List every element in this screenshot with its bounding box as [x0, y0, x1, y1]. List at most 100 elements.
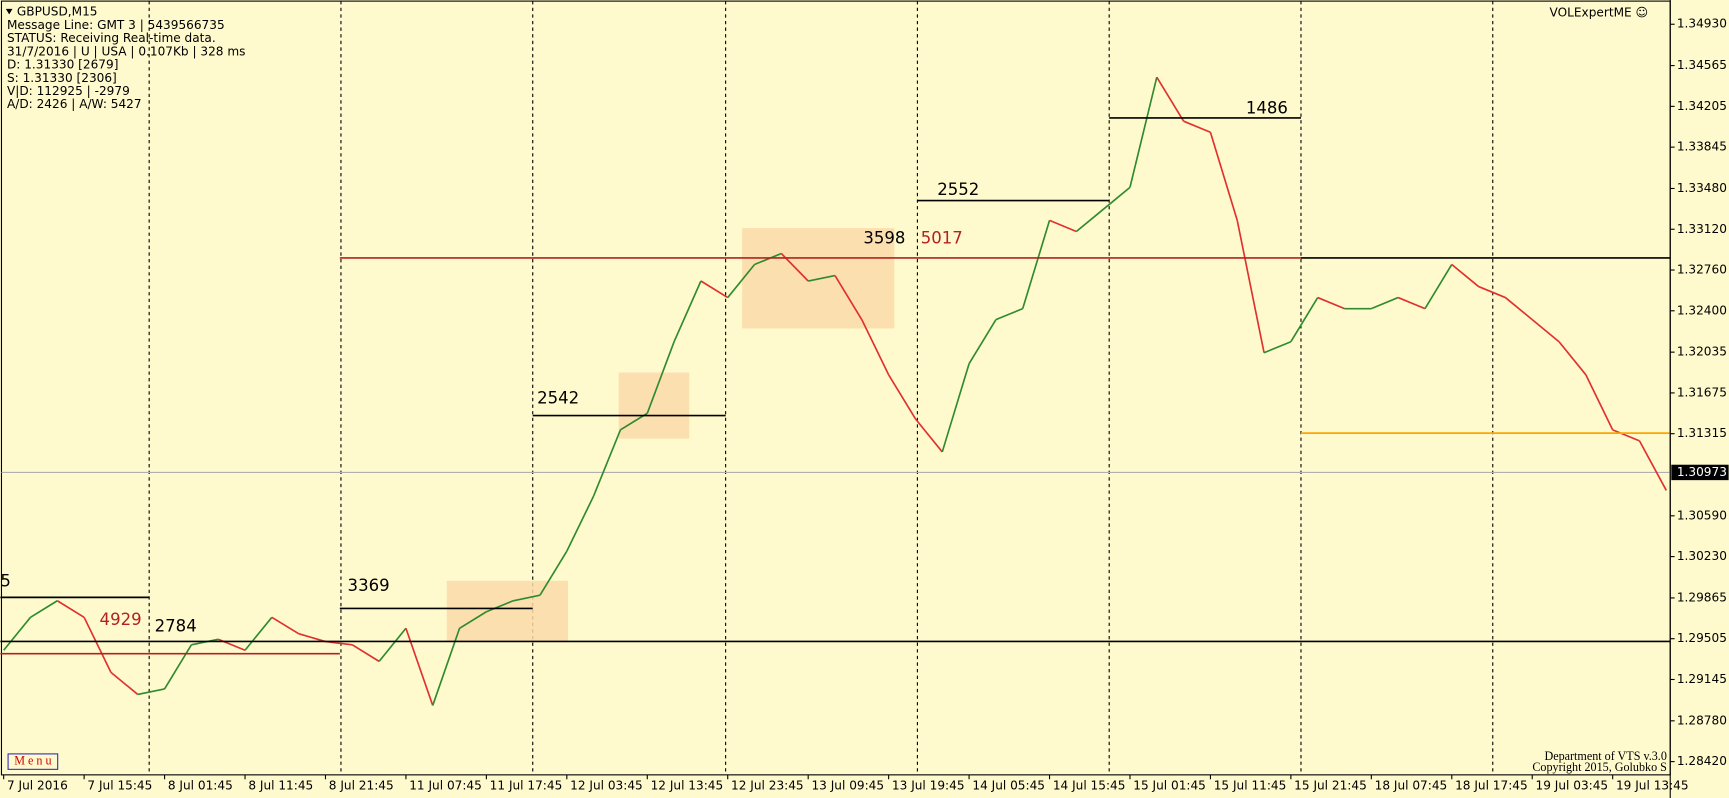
price-segment	[1504, 296, 1533, 321]
current-price-box	[1671, 464, 1729, 481]
price-segment	[914, 418, 943, 453]
y-tick-label: 1.29505	[1677, 631, 1727, 645]
info-line: V|D: 112925 | -2979	[7, 84, 130, 98]
price-segment	[1209, 132, 1239, 221]
price-segment	[1585, 374, 1614, 431]
price-segment	[887, 374, 917, 420]
price-segment	[1183, 120, 1211, 134]
price-segment	[941, 363, 970, 453]
current-price-label: 1.30973	[1677, 465, 1727, 479]
symbol-arrow	[5, 8, 13, 15]
x-tick-label: 11 Jul 17:45	[490, 778, 563, 792]
menu-button[interactable]: M e n u	[7, 753, 59, 770]
x-tick-label: 15 Jul 01:45	[1133, 778, 1206, 792]
price-segment	[1317, 296, 1345, 310]
info-line: S: 1.31330 [2306]	[7, 71, 117, 85]
menu-frame[interactable]	[7, 753, 59, 770]
x-tick-label: 12 Jul 03:45	[570, 778, 643, 792]
price-segment	[137, 688, 165, 696]
price-segment	[646, 341, 675, 414]
x-tick-label: 18 Jul 17:45	[1455, 778, 1528, 792]
price-segment	[486, 599, 514, 613]
y-tick-label: 1.28780	[1677, 713, 1727, 727]
zone-label: 3598	[863, 229, 905, 248]
x-tick-label: 13 Jul 19:45	[892, 778, 965, 792]
info-line: D: 1.31330 [2679]	[7, 58, 118, 72]
menu-label[interactable]: M e n u	[14, 753, 51, 767]
y-tick-label: 1.29865	[1677, 590, 1727, 604]
x-tick-label: 12 Jul 13:45	[651, 778, 724, 792]
x-tick-label: 19 Jul 03:45	[1536, 778, 1609, 792]
info-line: Message Line: GMT 3 | 5439566735	[7, 18, 225, 32]
x-tick-label: 8 Jul 11:45	[248, 778, 313, 792]
volume-zone	[446, 580, 569, 642]
level-label: 5017	[921, 229, 963, 248]
x-tick-label: 14 Jul 05:45	[972, 778, 1045, 792]
level-label: 2552	[937, 180, 979, 199]
footer-line: Department of VTS v.3.0	[1544, 749, 1666, 763]
info-line: A/D: 2426 | A/W: 5427	[7, 97, 142, 111]
y-tick-label: 1.31675	[1677, 385, 1727, 399]
x-tick-label: 11 Jul 07:45	[409, 778, 482, 792]
x-tick-label: 8 Jul 01:45	[168, 778, 233, 792]
price-segment	[351, 644, 380, 663]
y-tick-label: 1.34565	[1677, 58, 1727, 72]
price-segment	[1075, 208, 1104, 233]
price-segment	[539, 550, 568, 596]
y-tick-label: 1.28420	[1677, 754, 1727, 768]
level-label: 1486	[1246, 99, 1288, 118]
price-segment	[861, 319, 890, 376]
x-tick-label: 14 Jul 15:45	[1053, 778, 1126, 792]
level-label: 3369	[348, 576, 390, 595]
price-segment	[244, 616, 273, 651]
price-segment	[378, 627, 407, 662]
price-segment	[1638, 440, 1668, 491]
y-tick-label: 1.32400	[1677, 303, 1727, 317]
x-tick-label: 7 Jul 2016	[7, 778, 68, 792]
y-tick-label: 1.33120	[1677, 222, 1727, 236]
x-tick-label: 15 Jul 11:45	[1214, 778, 1287, 792]
price-segment	[1290, 297, 1319, 343]
y-tick-label: 1.33480	[1677, 181, 1727, 195]
price-segment	[1612, 429, 1640, 442]
price-segment	[754, 252, 782, 266]
y-tick-label: 1.34930	[1677, 17, 1727, 31]
price-segment	[271, 616, 300, 635]
price-segment	[1531, 318, 1560, 343]
info-line: STATUS: Receiving Real-time data.	[7, 31, 216, 45]
volume-zone	[618, 372, 690, 439]
level-label: 5	[0, 571, 11, 590]
price-segment	[298, 632, 326, 643]
price-segment	[513, 594, 541, 602]
price-segment	[1478, 285, 1506, 299]
price-segment	[1102, 186, 1131, 211]
y-tick-label: 1.32760	[1677, 263, 1727, 277]
price-segment	[566, 495, 595, 552]
price-segment	[1049, 219, 1077, 233]
price-segment	[834, 275, 863, 321]
x-tick-label: 8 Jul 21:45	[329, 778, 394, 792]
price-segment	[1371, 296, 1399, 310]
price-segment	[83, 616, 112, 673]
price-segment	[56, 600, 85, 619]
price-segment	[459, 611, 487, 629]
price-segment	[1451, 263, 1480, 288]
x-tick-label: 7 Jul 15:45	[87, 778, 152, 792]
price-segment	[1263, 340, 1292, 354]
price-segment	[673, 280, 702, 343]
price-segment	[1558, 341, 1587, 376]
price-segment	[700, 280, 729, 299]
y-tick-label: 1.29145	[1677, 672, 1727, 686]
y-tick-label: 1.34205	[1677, 99, 1727, 113]
price-segment	[808, 274, 836, 282]
footer-line: Copyright 2015, Golubko S	[1532, 760, 1667, 774]
price-segment	[163, 644, 193, 690]
level-label: 2542	[537, 389, 579, 408]
x-tick-label: 15 Jul 21:45	[1294, 778, 1367, 792]
y-tick-label: 1.30230	[1677, 549, 1727, 563]
price-segment	[30, 600, 58, 619]
y-tick-label: 1.30590	[1677, 508, 1727, 522]
price-segment	[1156, 76, 1185, 122]
price-segment	[592, 429, 622, 497]
